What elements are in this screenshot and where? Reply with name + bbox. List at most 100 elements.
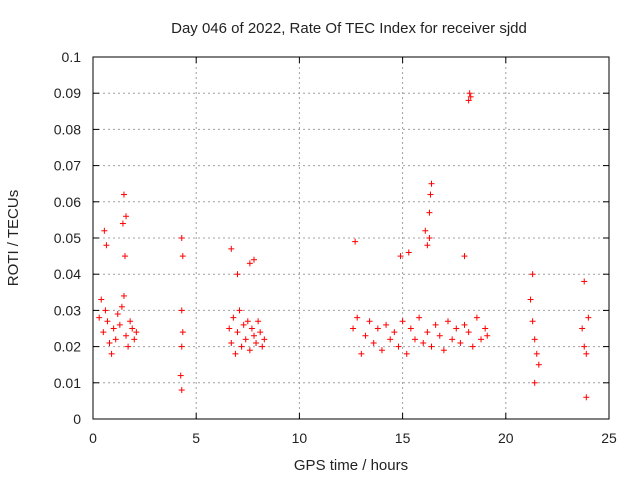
data-point — [581, 343, 588, 350]
data-point — [478, 336, 485, 343]
data-point — [232, 350, 239, 357]
data-point — [104, 318, 111, 325]
data-point — [581, 278, 588, 285]
data-point — [399, 318, 406, 325]
data-point — [469, 343, 476, 350]
data-point — [118, 303, 125, 310]
data-point — [461, 321, 468, 328]
data-point — [426, 209, 433, 216]
data-point — [179, 329, 186, 336]
data-point — [234, 271, 241, 278]
data-point — [533, 350, 540, 357]
data-point — [350, 325, 357, 332]
data-point — [484, 332, 491, 339]
data-point — [238, 343, 245, 350]
y-tick-label: 0.07 — [54, 158, 81, 174]
data-point — [114, 311, 121, 318]
data-points — [96, 90, 592, 401]
data-point — [244, 318, 251, 325]
data-point — [250, 332, 257, 339]
data-point — [236, 307, 243, 314]
data-point — [428, 343, 435, 350]
data-point — [403, 350, 410, 357]
data-point — [383, 321, 390, 328]
plot-frame — [92, 56, 610, 420]
data-point — [133, 329, 140, 336]
data-point — [370, 339, 377, 346]
data-point — [424, 329, 431, 336]
data-point — [178, 343, 185, 350]
data-point — [378, 347, 385, 354]
y-tick-label: 0.1 — [62, 49, 82, 65]
data-point — [120, 191, 127, 198]
data-point — [261, 336, 268, 343]
data-point — [467, 93, 474, 100]
data-point — [121, 253, 128, 260]
data-point — [246, 260, 253, 267]
data-point — [248, 325, 255, 332]
data-point — [583, 350, 590, 357]
x-tick-label: 20 — [498, 430, 514, 446]
data-point — [427, 191, 434, 198]
data-point — [119, 220, 126, 227]
data-point — [106, 339, 113, 346]
data-point — [352, 238, 359, 245]
data-point — [358, 350, 365, 357]
data-point — [391, 329, 398, 336]
data-point — [226, 325, 233, 332]
x-tick-label: 0 — [89, 430, 97, 446]
data-point — [110, 325, 117, 332]
data-point — [426, 235, 433, 241]
y-tick-label: 0.06 — [54, 194, 81, 210]
data-point — [116, 321, 123, 328]
data-point — [445, 318, 452, 325]
data-point — [246, 347, 253, 354]
data-point — [432, 321, 439, 328]
data-point — [129, 325, 136, 332]
data-point — [466, 90, 473, 97]
data-point — [242, 336, 249, 343]
y-tick-label: 0.03 — [54, 302, 81, 318]
y-tick-label: 0.01 — [54, 375, 81, 391]
data-point — [527, 296, 534, 303]
data-point — [178, 387, 185, 394]
data-point — [449, 336, 456, 343]
data-point — [250, 256, 257, 263]
data-point — [428, 180, 435, 187]
y-tick-label: 0.08 — [54, 121, 81, 137]
y-tick-label: 0.05 — [54, 230, 81, 246]
data-point — [465, 97, 472, 104]
data-point — [101, 227, 108, 234]
data-point — [179, 253, 186, 260]
chart-title: Day 046 of 2022, Rate Of TEC Index for r… — [171, 20, 527, 37]
data-point — [253, 339, 260, 346]
data-point — [178, 307, 185, 314]
data-point — [531, 379, 538, 386]
data-point — [228, 245, 235, 252]
data-point — [416, 314, 423, 321]
data-point — [405, 249, 412, 256]
data-point — [585, 314, 592, 321]
data-point — [362, 332, 369, 339]
data-point — [234, 329, 241, 336]
axis-ticks: 0 0.01 0.02 0.03 0.04 0.05 0.06 0.07 0.08 0.09 0.1… — [54, 49, 617, 446]
data-point — [112, 336, 119, 343]
data-point — [420, 339, 427, 346]
data-point — [395, 343, 402, 350]
data-point — [125, 343, 132, 350]
data-point — [531, 336, 538, 343]
y-tick-label: 0.02 — [54, 339, 81, 355]
data-point — [374, 325, 381, 332]
y-tick-label: 0 — [73, 411, 81, 427]
data-point — [257, 329, 264, 336]
data-point — [535, 361, 542, 368]
data-point — [259, 343, 266, 350]
data-point — [103, 242, 110, 249]
data-point — [123, 332, 130, 339]
data-point — [397, 253, 404, 260]
data-point — [457, 339, 464, 346]
data-point — [529, 271, 536, 278]
data-point — [100, 329, 107, 336]
data-point — [583, 394, 590, 401]
